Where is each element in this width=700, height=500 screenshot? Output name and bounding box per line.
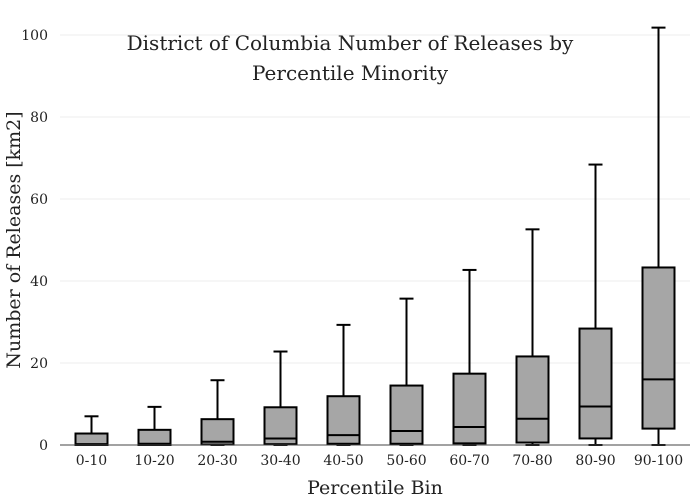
x-tick-label: 70-80 (512, 453, 552, 469)
iqr-box (137, 428, 172, 446)
y-tick-label: 20 (30, 356, 48, 372)
box-40-50 (326, 323, 361, 446)
y-tick-label: 80 (30, 110, 48, 126)
box-20-30 (200, 379, 235, 446)
x-tick-labels: 0-10 10-20 20-30 30-40 40-50 50-60 60-70 70-80 8… (76, 453, 683, 469)
iqr-box (578, 327, 613, 440)
x-tick-label: 90-100 (634, 453, 683, 469)
chart-title-line-1: District of Columbia Number of Releases … (127, 31, 574, 55)
box-10-20 (137, 405, 172, 446)
chart-title-line-2: Percentile Minority (252, 61, 449, 85)
box-60-70 (452, 268, 487, 446)
y-tick-label: 0 (39, 438, 48, 454)
x-tick-label: 80-90 (575, 453, 615, 469)
iqr-box (389, 384, 424, 445)
y-tick-label: 60 (30, 192, 48, 208)
x-axis-label: Percentile Bin (307, 477, 443, 499)
x-tick-label: 0-10 (76, 453, 107, 469)
iqr-box (641, 266, 676, 430)
x-tick-label: 30-40 (260, 453, 300, 469)
y-axis-label: Number of Releases [km2] (3, 111, 25, 368)
y-tick-label: 40 (30, 274, 48, 290)
box-50-60 (389, 297, 424, 446)
x-tick-label: 50-60 (386, 453, 426, 469)
x-tick-label: 10-20 (134, 453, 174, 469)
iqr-box (452, 372, 487, 445)
y-tick-label: 100 (21, 28, 48, 44)
box-80-90 (578, 163, 613, 446)
box-0-10 (74, 415, 109, 446)
iqr-box (200, 418, 235, 446)
x-tick-label: 40-50 (323, 453, 363, 469)
box-series (74, 26, 676, 446)
y-tick-labels: 0 20 40 60 80 100 (21, 28, 48, 454)
iqr-box (326, 395, 361, 445)
x-tick-label: 60-70 (449, 453, 489, 469)
x-tick-label: 20-30 (197, 453, 237, 469)
box-90-100 (641, 26, 676, 446)
iqr-box (515, 355, 550, 444)
box-30-40 (263, 350, 298, 446)
box-70-80 (515, 228, 550, 446)
